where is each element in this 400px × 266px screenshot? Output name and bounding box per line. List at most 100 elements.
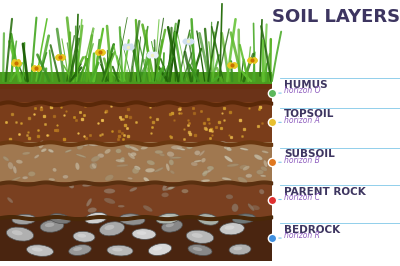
Ellipse shape: [112, 248, 122, 251]
Text: horizon R: horizon R: [284, 231, 320, 240]
Ellipse shape: [155, 150, 163, 154]
Ellipse shape: [153, 246, 162, 251]
Ellipse shape: [32, 247, 43, 252]
Ellipse shape: [162, 193, 169, 197]
Ellipse shape: [128, 153, 135, 159]
Ellipse shape: [252, 205, 260, 210]
Ellipse shape: [167, 152, 174, 157]
Ellipse shape: [171, 146, 182, 149]
Ellipse shape: [169, 160, 174, 165]
Ellipse shape: [202, 171, 208, 176]
Ellipse shape: [8, 162, 13, 169]
Ellipse shape: [49, 214, 71, 224]
Ellipse shape: [225, 225, 234, 230]
Ellipse shape: [188, 245, 212, 255]
Ellipse shape: [186, 144, 193, 149]
Ellipse shape: [199, 151, 205, 156]
Ellipse shape: [54, 216, 62, 219]
Ellipse shape: [128, 177, 132, 180]
Ellipse shape: [130, 146, 139, 151]
Ellipse shape: [132, 229, 156, 239]
Ellipse shape: [105, 175, 113, 181]
Text: SUBSOIL: SUBSOIL: [284, 149, 335, 159]
Ellipse shape: [170, 171, 174, 174]
Ellipse shape: [162, 220, 182, 232]
Ellipse shape: [75, 163, 80, 170]
Ellipse shape: [163, 186, 176, 191]
Ellipse shape: [141, 146, 148, 149]
Ellipse shape: [194, 151, 200, 155]
Ellipse shape: [260, 175, 266, 177]
Ellipse shape: [32, 143, 36, 147]
Text: PARENT ROCK: PARENT ROCK: [284, 186, 366, 197]
Ellipse shape: [137, 231, 146, 235]
Ellipse shape: [243, 166, 250, 171]
Ellipse shape: [53, 168, 56, 172]
Ellipse shape: [229, 244, 251, 255]
Ellipse shape: [130, 152, 136, 156]
Ellipse shape: [132, 168, 139, 174]
Ellipse shape: [125, 144, 131, 148]
Text: BEDROCK: BEDROCK: [284, 225, 340, 235]
Text: horizon C: horizon C: [284, 193, 320, 202]
Ellipse shape: [201, 179, 210, 182]
Ellipse shape: [224, 156, 232, 162]
Ellipse shape: [26, 245, 54, 256]
Ellipse shape: [161, 216, 170, 219]
Ellipse shape: [261, 167, 267, 171]
Ellipse shape: [143, 205, 152, 211]
Ellipse shape: [201, 158, 206, 163]
Ellipse shape: [48, 149, 54, 153]
Bar: [0, 102, 272, 142]
Ellipse shape: [105, 149, 111, 154]
Ellipse shape: [88, 207, 97, 213]
Ellipse shape: [182, 189, 188, 193]
Ellipse shape: [156, 213, 180, 224]
Ellipse shape: [166, 223, 174, 227]
Ellipse shape: [162, 182, 168, 190]
Bar: [0, 72, 272, 84]
Ellipse shape: [130, 187, 137, 192]
Text: HUMUS: HUMUS: [284, 80, 328, 90]
Ellipse shape: [226, 147, 232, 151]
Ellipse shape: [119, 214, 145, 225]
Ellipse shape: [17, 217, 26, 220]
Ellipse shape: [88, 141, 99, 146]
Ellipse shape: [11, 177, 20, 181]
Ellipse shape: [192, 233, 203, 238]
Ellipse shape: [118, 205, 124, 207]
Ellipse shape: [168, 186, 174, 190]
Ellipse shape: [240, 148, 248, 150]
Ellipse shape: [222, 177, 232, 181]
Ellipse shape: [202, 170, 212, 174]
Ellipse shape: [107, 245, 133, 256]
Ellipse shape: [116, 149, 121, 153]
Ellipse shape: [45, 223, 54, 227]
Ellipse shape: [77, 145, 83, 149]
Ellipse shape: [91, 156, 100, 162]
Ellipse shape: [12, 214, 36, 225]
Ellipse shape: [90, 163, 97, 169]
Ellipse shape: [144, 177, 149, 182]
Ellipse shape: [155, 168, 163, 172]
Ellipse shape: [240, 165, 247, 169]
Ellipse shape: [104, 225, 114, 230]
Ellipse shape: [69, 245, 91, 255]
Ellipse shape: [16, 160, 23, 164]
Ellipse shape: [234, 247, 242, 250]
Ellipse shape: [78, 234, 86, 238]
Ellipse shape: [41, 148, 46, 152]
Ellipse shape: [232, 214, 256, 223]
Ellipse shape: [98, 153, 104, 158]
Ellipse shape: [76, 154, 86, 157]
Ellipse shape: [100, 222, 124, 236]
Text: TOPSOIL: TOPSOIL: [284, 109, 334, 119]
Ellipse shape: [48, 178, 55, 181]
Ellipse shape: [193, 247, 202, 251]
Ellipse shape: [22, 152, 30, 155]
Ellipse shape: [63, 175, 68, 179]
Ellipse shape: [34, 155, 39, 159]
Ellipse shape: [69, 184, 74, 188]
Ellipse shape: [73, 247, 82, 251]
Ellipse shape: [89, 215, 98, 219]
